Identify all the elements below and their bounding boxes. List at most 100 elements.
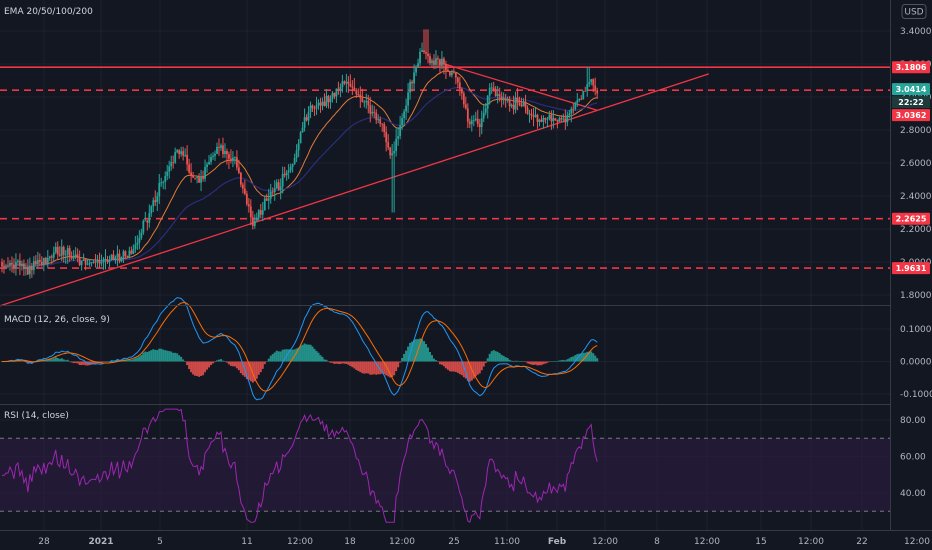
candle[interactable] [363, 101, 366, 103]
candle[interactable] [120, 257, 123, 262]
candle[interactable] [550, 114, 553, 122]
candle[interactable] [212, 155, 214, 157]
candle[interactable] [445, 64, 447, 70]
candle[interactable] [433, 60, 435, 65]
candle[interactable] [72, 257, 75, 259]
candle[interactable] [154, 200, 157, 202]
candle[interactable] [68, 248, 71, 257]
candle[interactable] [15, 261, 17, 268]
candle[interactable] [478, 124, 481, 128]
candle[interactable] [307, 112, 310, 121]
candle[interactable] [218, 146, 220, 148]
candle[interactable] [456, 77, 459, 83]
candle[interactable] [22, 263, 25, 269]
candle[interactable] [243, 188, 246, 194]
candle[interactable] [401, 118, 404, 126]
candle[interactable] [369, 105, 372, 114]
candle[interactable] [21, 263, 23, 266]
candle[interactable] [458, 82, 461, 89]
candle[interactable] [578, 98, 581, 101]
candle[interactable] [317, 102, 320, 106]
candle[interactable] [297, 143, 300, 151]
candle[interactable] [100, 262, 103, 264]
candle[interactable] [124, 251, 127, 256]
candle[interactable] [405, 105, 407, 112]
candle[interactable] [152, 200, 155, 207]
candle[interactable] [337, 88, 340, 90]
candle[interactable] [283, 173, 286, 176]
candle[interactable] [64, 254, 67, 256]
candle[interactable] [235, 157, 238, 168]
candle[interactable] [226, 150, 228, 155]
candle[interactable] [504, 98, 507, 101]
candle[interactable] [450, 72, 453, 76]
candle[interactable] [576, 100, 579, 103]
candle[interactable] [586, 84, 589, 92]
candle[interactable] [409, 81, 411, 93]
candle[interactable] [289, 167, 292, 171]
candle[interactable] [460, 88, 463, 94]
candle[interactable] [502, 98, 505, 101]
candle[interactable] [259, 210, 262, 215]
trendline[interactable] [438, 61, 598, 111]
candle[interactable] [530, 113, 533, 116]
candle[interactable] [263, 198, 266, 211]
candle[interactable] [492, 87, 495, 90]
candle[interactable] [66, 248, 69, 255]
candle[interactable] [544, 118, 547, 120]
candle[interactable] [162, 181, 165, 183]
candle[interactable] [9, 262, 11, 266]
candle[interactable] [383, 124, 386, 132]
candle[interactable] [556, 119, 559, 122]
candle[interactable] [355, 90, 358, 95]
candle[interactable] [381, 123, 384, 125]
horizontal-levels[interactable] [0, 66, 890, 269]
candle[interactable] [70, 256, 73, 259]
candle[interactable] [323, 101, 326, 106]
candle[interactable] [407, 92, 409, 106]
candle[interactable] [389, 147, 392, 156]
candle[interactable] [594, 85, 597, 91]
candle[interactable] [375, 112, 378, 121]
rsi-indicator-title[interactable]: RSI (14, close) [4, 411, 69, 421]
candle[interactable] [313, 108, 316, 109]
candle[interactable] [192, 175, 195, 178]
candle[interactable] [44, 257, 47, 265]
candle[interactable] [58, 254, 61, 256]
candle[interactable] [222, 145, 224, 154]
candle[interactable] [275, 182, 278, 189]
candle[interactable] [88, 262, 91, 265]
rsi-plot[interactable] [2, 408, 598, 523]
candle[interactable] [562, 118, 565, 120]
candle[interactable] [214, 153, 216, 156]
candle[interactable] [399, 125, 402, 137]
candle[interactable] [415, 67, 417, 73]
candle[interactable] [528, 113, 531, 115]
candle[interactable] [311, 105, 314, 109]
candle[interactable] [230, 158, 232, 161]
candle[interactable] [411, 81, 413, 84]
candle[interactable] [247, 204, 250, 207]
candle[interactable] [584, 90, 587, 92]
candle[interactable] [564, 118, 567, 123]
candle[interactable] [148, 213, 151, 223]
candle[interactable] [494, 89, 497, 97]
candle[interactable] [339, 87, 342, 90]
candle[interactable] [482, 112, 485, 119]
candle[interactable] [500, 96, 503, 101]
candle[interactable] [425, 52, 427, 54]
candle[interactable] [303, 117, 306, 128]
candle[interactable] [190, 172, 193, 176]
candle[interactable] [237, 167, 240, 173]
candle[interactable] [423, 50, 425, 53]
time-axis[interactable]: 28 2021 5 11 12:00 18 12:00 25 11:00 Feb 12:00 8 12:… [38, 537, 930, 547]
candle[interactable] [232, 157, 234, 161]
candle[interactable] [437, 58, 439, 60]
candle[interactable] [224, 150, 226, 154]
candle[interactable] [574, 102, 577, 110]
candle[interactable] [341, 81, 344, 88]
candle[interactable] [180, 151, 183, 154]
candle[interactable] [5, 265, 7, 267]
candles[interactable] [1, 29, 599, 279]
